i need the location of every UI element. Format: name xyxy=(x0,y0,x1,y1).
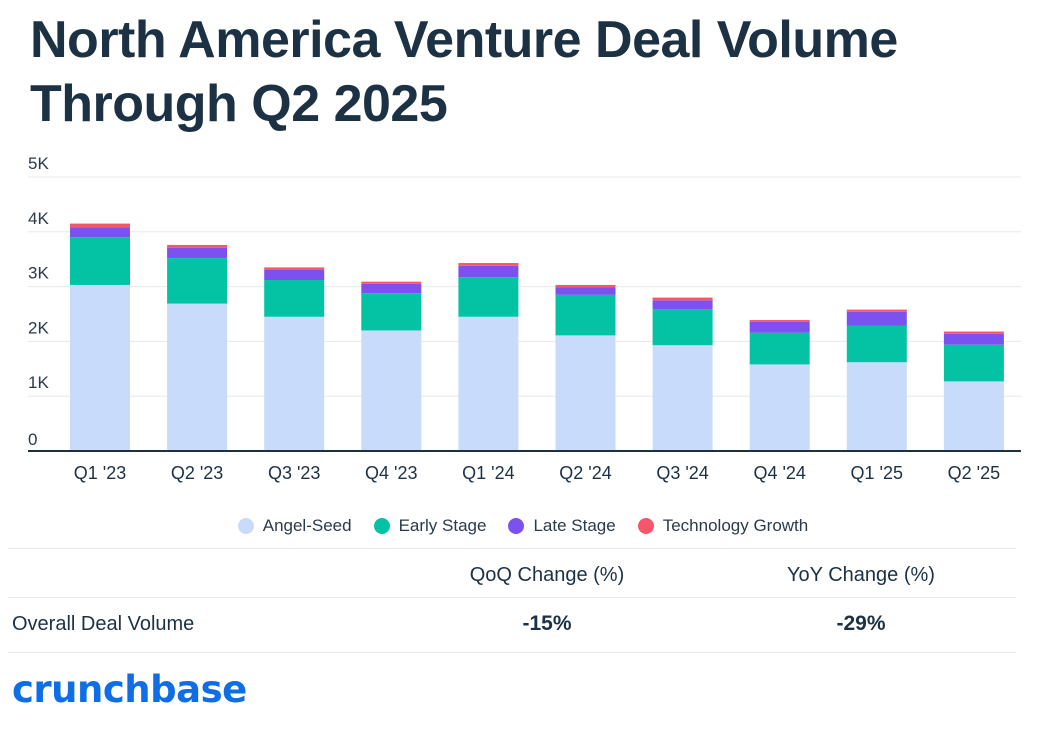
bar-segment-technology-growth xyxy=(652,297,713,301)
legend-item: Late Stage xyxy=(508,516,616,536)
bar-segment-late-stage xyxy=(652,300,713,310)
qoq-header: QoQ Change (%) xyxy=(469,564,625,586)
bar-segment-technology-growth xyxy=(458,263,519,266)
axes: 0 1K 2K 3K 4K 5K Q1 '23 Q2 '23 Q3 '23 Q4 '23 Q1 '2… xyxy=(28,154,1021,483)
bar-segment-technology-growth xyxy=(749,320,810,322)
bar-segment-angel-seed xyxy=(361,330,422,451)
bar-segment-early-stage xyxy=(555,294,616,336)
bar-segment-early-stage xyxy=(943,344,1004,382)
y-tick-label: 0 xyxy=(28,430,37,449)
bar-segment-late-stage xyxy=(264,269,325,281)
bar-segment-early-stage xyxy=(652,309,713,346)
x-tick-label: Q2 '23 xyxy=(171,463,223,483)
bar-segment-early-stage xyxy=(458,277,519,317)
chart-title: North America Venture Deal Volume Throug… xyxy=(30,11,898,133)
x-tick-label: Q4 '24 xyxy=(753,463,805,483)
table-divider-bottom xyxy=(8,652,1016,653)
table-divider-middle xyxy=(8,597,1016,598)
x-tick-label: Q2 '24 xyxy=(559,463,611,483)
x-tick-label: Q3 '24 xyxy=(656,463,708,483)
bar-segment-angel-seed xyxy=(70,284,130,451)
legend-item: Early Stage xyxy=(373,516,487,536)
bars xyxy=(70,223,1004,451)
bar-segment-angel-seed xyxy=(943,381,1004,451)
bar-segment-late-stage xyxy=(70,227,130,238)
bar-segment-late-stage xyxy=(749,321,810,333)
bar-segment-technology-growth xyxy=(264,267,325,270)
bar-segment-technology-growth xyxy=(361,281,422,284)
bar-segment-angel-seed xyxy=(167,303,228,451)
legend-item: Angel-Seed xyxy=(237,516,352,536)
row-label-overall-deal-volume: Overall Deal Volume xyxy=(12,613,195,635)
legend-swatch xyxy=(237,518,254,534)
crunchbase-logo: crunchbase xyxy=(12,668,247,711)
bar-segment-late-stage xyxy=(943,333,1004,345)
legend-swatch xyxy=(508,518,525,534)
yoy-value: -29% xyxy=(836,612,886,635)
legend-label: Early Stage xyxy=(398,516,487,535)
bar-segment-angel-seed xyxy=(458,316,519,451)
legend-swatch xyxy=(637,518,654,534)
bar-segment-angel-seed xyxy=(749,364,810,451)
y-tick-label: 1K xyxy=(28,373,49,392)
bar-segment-angel-seed xyxy=(264,316,325,451)
chart-legend: Angel-Seed Early Stage Late Stage Technolog… xyxy=(0,512,1046,540)
bar-segment-technology-growth xyxy=(943,331,1004,334)
x-tick-label: Q1 '23 xyxy=(74,463,126,483)
x-tick-label: Q2 '25 xyxy=(948,463,1000,483)
bar-segment-technology-growth xyxy=(555,284,616,288)
bar-segment-angel-seed xyxy=(846,362,907,451)
qoq-value: -15% xyxy=(522,612,572,635)
y-tick-label: 4K xyxy=(28,209,49,228)
x-tick-label: Q3 '23 xyxy=(268,463,320,483)
bar-segment-early-stage xyxy=(264,280,325,317)
y-tick-label: 5K xyxy=(28,154,49,173)
x-tick-label: Q1 '24 xyxy=(462,463,514,483)
bar-segment-early-stage xyxy=(846,325,907,363)
bar-segment-early-stage xyxy=(361,293,422,331)
bar-segment-early-stage xyxy=(70,237,130,285)
x-tick-label: Q1 '25 xyxy=(851,463,903,483)
x-tick-label: Q4 '23 xyxy=(365,463,417,483)
yoy-header: YoY Change (%) xyxy=(787,564,935,586)
bar-segment-late-stage xyxy=(555,287,616,295)
bar-segment-early-stage xyxy=(749,332,810,365)
bar-segment-late-stage xyxy=(167,247,228,259)
bar-segment-late-stage xyxy=(458,265,519,278)
bar-segment-technology-growth xyxy=(70,223,130,228)
stacked-bar-chart: 0 1K 2K 3K 4K 5K Q1 '23 Q2 '23 Q3 '23 Q4 '23 Q1 '2… xyxy=(28,154,1021,483)
bar-segment-technology-growth xyxy=(167,244,228,248)
legend-swatch xyxy=(373,518,390,534)
bar-segment-angel-seed xyxy=(652,345,713,451)
y-tick-label: 2K xyxy=(28,318,49,337)
table-divider-top xyxy=(8,548,1016,549)
bar-segment-late-stage xyxy=(846,311,907,326)
legend-label: Late Stage xyxy=(533,516,616,535)
bar-segment-technology-growth xyxy=(846,309,907,312)
y-tick-label: 3K xyxy=(28,264,49,283)
legend-item: Technology Growth xyxy=(637,516,809,536)
legend-label: Angel-Seed xyxy=(262,516,352,535)
bar-segment-early-stage xyxy=(167,258,228,304)
legend-label: Technology Growth xyxy=(662,516,809,535)
bar-segment-late-stage xyxy=(361,283,422,294)
bar-segment-angel-seed xyxy=(555,335,616,451)
